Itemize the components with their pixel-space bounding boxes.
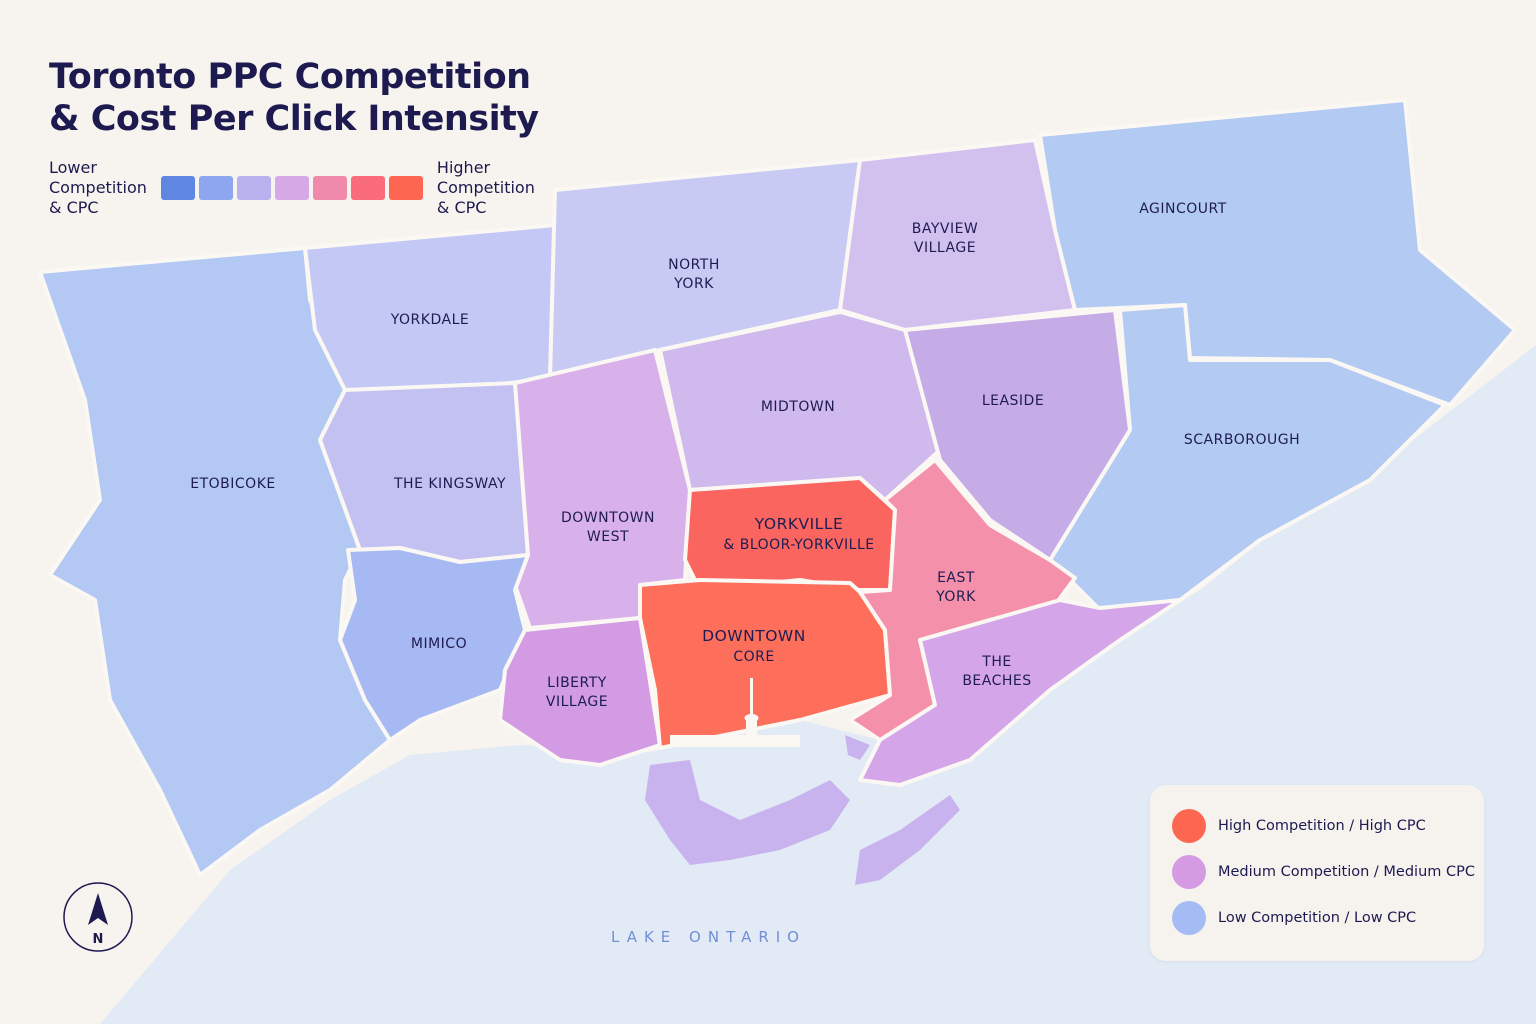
- region-label-east-york: EAST YORK: [935, 570, 976, 605]
- region-label-line: SCARBOROUGH: [1184, 432, 1300, 448]
- scale-high-line: Competition: [436, 178, 535, 197]
- legend: High Competition / High CPC Medium Compe…: [1150, 785, 1484, 961]
- region-label-line: & BLOOR-YORKVILLE: [723, 537, 874, 553]
- region-label-yorkdale: YORKDALE: [390, 312, 469, 328]
- island-east: [855, 795, 960, 885]
- region-label-etobicoke: ETOBICOKE: [190, 476, 275, 492]
- region-label-liberty-village: LIBERTY VILLAGE: [546, 675, 608, 710]
- region-liberty-village[interactable]: [498, 616, 662, 767]
- scale-low-line: Lower: [49, 158, 97, 177]
- region-label-line: DOWNTOWN: [702, 627, 806, 645]
- scale-swatch: [198, 176, 233, 200]
- compass: N: [63, 882, 133, 952]
- scale-swatches: [160, 176, 423, 200]
- map-title: Toronto PPC Competition & Cost Per Click…: [49, 56, 539, 140]
- scale-swatch: [236, 176, 271, 200]
- scale-low-line: Competition: [49, 178, 147, 197]
- scale-swatch: [388, 176, 423, 200]
- region-label-scarborough: SCARBOROUGH: [1184, 432, 1300, 448]
- scale-low-label: Lower Competition & CPC: [49, 158, 147, 218]
- region-label-line: NORTH: [668, 257, 720, 273]
- region-label-line: AGINCOURT: [1139, 201, 1227, 217]
- legend-label: High Competition / High CPC: [1218, 818, 1426, 834]
- region-label-line: BEACHES: [962, 673, 1031, 689]
- legend-item-high: High Competition / High CPC: [1172, 809, 1426, 843]
- region-label-line: VILLAGE: [914, 240, 976, 256]
- region-label-line: YORK: [673, 276, 714, 292]
- intensity-scale: Lower Competition & CPC Higher Competiti…: [49, 158, 535, 218]
- legend-label: Low Competition / Low CPC: [1218, 910, 1417, 926]
- scale-high-label: Higher Competition & CPC: [437, 158, 535, 218]
- region-label-yorkville: YORKVILLE & BLOOR-YORKVILLE: [723, 515, 874, 553]
- legend-swatch: [1172, 901, 1206, 935]
- region-label-line: LEASIDE: [982, 393, 1044, 409]
- scale-swatch: [350, 176, 385, 200]
- scale-high-line: Higher: [436, 158, 491, 177]
- legend-swatch: [1172, 855, 1206, 889]
- region-label-line: VILLAGE: [546, 694, 608, 710]
- legend-item-low: Low Competition / Low CPC: [1172, 901, 1416, 935]
- region-label-line: MIMICO: [411, 636, 467, 652]
- region-label-mimico: MIMICO: [411, 636, 467, 652]
- region-mimico[interactable]: [338, 546, 530, 742]
- region-label-line: CORE: [733, 649, 774, 665]
- region-the-beaches[interactable]: [858, 598, 1182, 787]
- region-label-line: YORKDALE: [390, 312, 469, 328]
- region-label-line: THE: [981, 654, 1011, 670]
- region-label-line: WEST: [587, 529, 629, 545]
- scale-high-line: & CPC: [436, 198, 487, 217]
- scale-swatch: [160, 176, 195, 200]
- scale-swatch: [274, 176, 309, 200]
- island-spit: [845, 735, 870, 760]
- region-label-bayview-village: BAYVIEW VILLAGE: [912, 221, 979, 256]
- island-main: [645, 760, 850, 865]
- region-label-line: YORKVILLE: [754, 515, 844, 533]
- region-label-line: LIBERTY: [547, 675, 607, 691]
- lake-label: LAKE ONTARIO: [611, 928, 806, 946]
- cn-tower-icon: [670, 678, 800, 747]
- region-label-the-beaches: THE BEACHES: [962, 654, 1031, 689]
- region-label-midtown: MIDTOWN: [761, 399, 835, 415]
- toronto-islands: [645, 735, 960, 885]
- region-label-line: DOWNTOWN: [561, 510, 655, 526]
- north-arrow-icon: [88, 893, 108, 925]
- title-line-2: & Cost Per Click Intensity: [49, 99, 539, 139]
- region-label-line: YORK: [935, 589, 976, 605]
- region-label-leaside: LEASIDE: [982, 393, 1044, 409]
- legend-swatch: [1172, 809, 1206, 843]
- legend-item-medium: Medium Competition / Medium CPC: [1172, 855, 1475, 889]
- region-label-the-kingsway: THE KINGSWAY: [393, 476, 506, 492]
- region-label-downtown-core: DOWNTOWN CORE: [702, 627, 806, 665]
- region-label-downtown-west: DOWNTOWN WEST: [561, 510, 655, 545]
- region-yorkville[interactable]: [683, 476, 897, 592]
- region-yorkdale[interactable]: [303, 223, 557, 399]
- region-label-north-york: NORTH YORK: [668, 257, 720, 292]
- region-label-line: THE KINGSWAY: [393, 476, 506, 492]
- region-label-line: BAYVIEW: [912, 221, 979, 237]
- region-label-line: ETOBICOKE: [190, 476, 275, 492]
- region-label-line: EAST: [937, 570, 975, 586]
- region-label-agincourt: AGINCOURT: [1139, 201, 1227, 217]
- legend-label: Medium Competition / Medium CPC: [1218, 864, 1476, 880]
- compass-label: N: [93, 932, 104, 947]
- scale-swatch: [312, 176, 347, 200]
- title-line-1: Toronto PPC Competition: [49, 57, 531, 97]
- region-label-line: MIDTOWN: [761, 399, 835, 415]
- scale-low-line: & CPC: [49, 198, 99, 217]
